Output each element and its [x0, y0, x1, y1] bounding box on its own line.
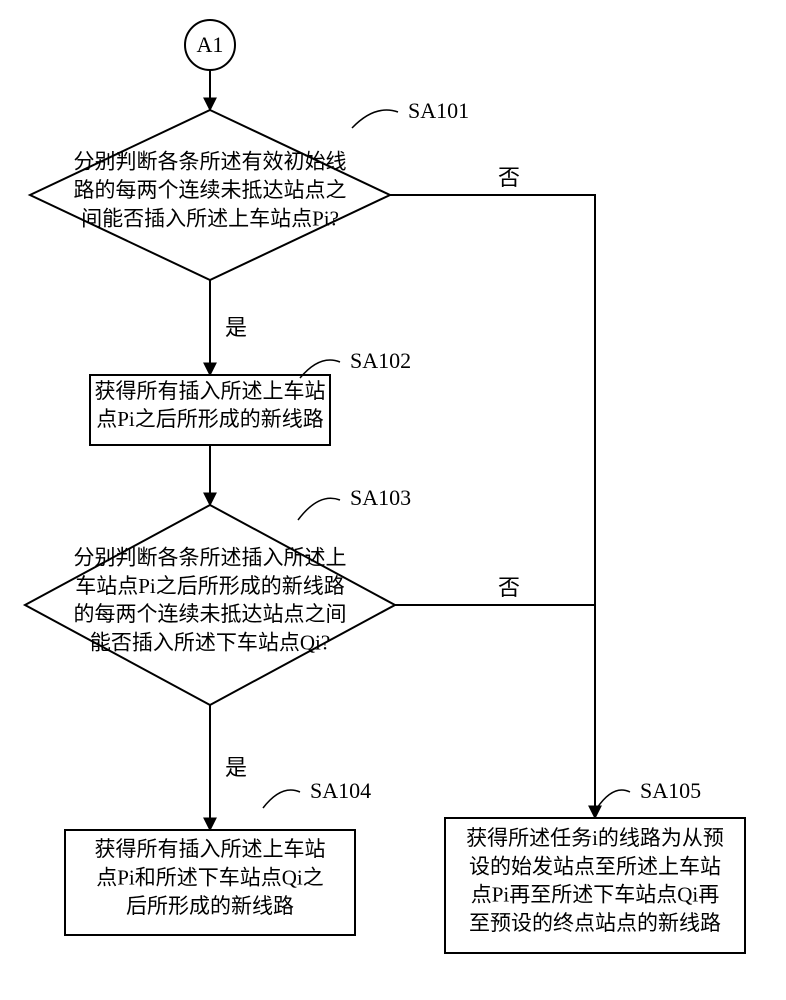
- node-label-SA102: SA102: [350, 348, 411, 373]
- label-connector-SA105: [597, 790, 630, 808]
- edge-SA101-SA105: [390, 195, 595, 818]
- label-connector-SA103: [298, 498, 340, 520]
- edge-label-4: 否: [498, 165, 520, 190]
- node-label-SA103: SA103: [350, 485, 411, 510]
- edge-label-1: 是: [225, 315, 247, 340]
- node-label-SA105: SA105: [640, 778, 701, 803]
- process-text-SA104: 获得所有插入所述上车站点Pi和所述下车站点Qi之后所形成的新线路: [95, 837, 326, 918]
- node-label-SA104: SA104: [310, 778, 371, 803]
- start-label: A1: [197, 32, 224, 57]
- edge-label-3: 是: [225, 755, 247, 780]
- node-label-SA101: SA101: [408, 98, 469, 123]
- edge-label-5: 否: [498, 575, 520, 600]
- label-connector-SA101: [352, 110, 398, 128]
- decision-text-SA101: 分别判断各条所述有效初始线路的每两个连续未抵达站点之间能否插入所述上车站点Pi?: [74, 150, 347, 231]
- label-connector-SA104: [263, 790, 300, 808]
